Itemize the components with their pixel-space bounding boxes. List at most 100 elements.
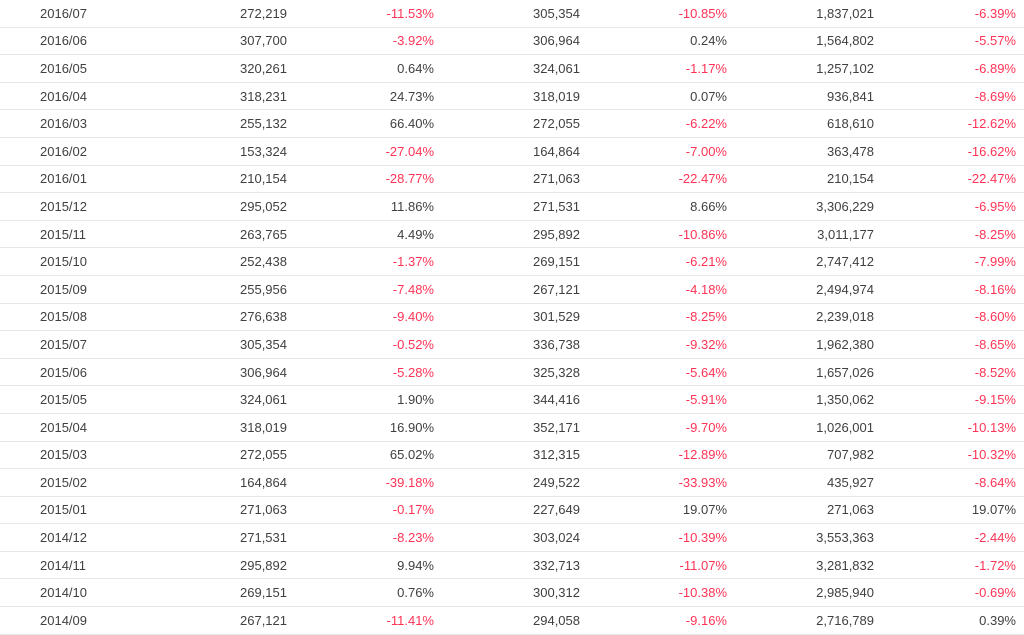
value-cell: 307,700 [148, 27, 295, 56]
value-cell: 3,281,832 [735, 551, 882, 580]
month-cell: 2015/07 [0, 330, 148, 359]
percent-cell: 8.66% [588, 192, 735, 221]
value-cell: 3,553,363 [735, 523, 882, 552]
percent-cell: -11.07% [588, 551, 735, 580]
percent-cell: -9.16% [588, 606, 735, 635]
percent-cell: -10.38% [588, 578, 735, 608]
table-row: 2016/07 272,219 -11.53% 305,354 -10.85% 1,837… [0, 0, 1024, 28]
value-cell: 318,019 [148, 413, 295, 442]
percent-cell: 0.07% [588, 82, 735, 111]
value-cell: 305,354 [442, 0, 588, 28]
table-row: 2015/08 276,638 -9.40% 301,529 -8.25% 2,239,0… [0, 303, 1024, 332]
percent-cell: -1.17% [588, 54, 735, 83]
value-cell: 1,962,380 [735, 330, 882, 359]
value-cell: 269,151 [442, 247, 588, 276]
table-row: 2015/01 271,063 -0.17% 227,649 19.07% 271,063… [0, 496, 1024, 525]
value-cell: 272,055 [442, 109, 588, 138]
month-cell: 2014/09 [0, 606, 148, 635]
value-cell: 2,747,412 [735, 247, 882, 276]
percent-cell: -0.69% [882, 578, 1024, 608]
percent-cell: -5.57% [882, 27, 1024, 56]
value-cell: 271,063 [148, 496, 295, 525]
percent-cell: -8.25% [588, 303, 735, 332]
value-cell: 271,531 [148, 523, 295, 552]
value-cell: 2,239,018 [735, 303, 882, 332]
value-cell: 164,864 [442, 137, 588, 166]
month-cell: 2016/07 [0, 0, 148, 28]
percent-cell: -6.21% [588, 247, 735, 276]
percent-cell: -8.16% [882, 275, 1024, 304]
value-cell: 312,315 [442, 441, 588, 470]
percent-cell: -5.91% [588, 385, 735, 414]
table-row: 2015/12 295,052 11.86% 271,531 8.66% 3,306,22… [0, 192, 1024, 221]
percent-cell: 19.07% [882, 496, 1024, 525]
value-cell: 300,312 [442, 578, 588, 608]
percent-cell: -9.32% [588, 330, 735, 359]
value-cell: 249,522 [442, 468, 588, 497]
month-cell: 2015/09 [0, 275, 148, 304]
table-row: 2014/11 295,892 9.94% 332,713 -11.07% 3,281,8… [0, 551, 1024, 580]
percent-cell: 1.90% [295, 385, 442, 414]
month-cell: 2015/04 [0, 413, 148, 442]
table-row: 2015/06 306,964 -5.28% 325,328 -5.64% 1,657,0… [0, 358, 1024, 387]
month-cell: 2016/06 [0, 27, 148, 56]
value-cell: 324,061 [148, 385, 295, 414]
value-cell: 318,231 [148, 82, 295, 111]
percent-cell: -6.89% [882, 54, 1024, 83]
percent-cell: -28.77% [295, 165, 442, 194]
percent-cell: -8.64% [882, 468, 1024, 497]
percent-cell: -11.53% [295, 0, 442, 28]
table-row: 2015/07 305,354 -0.52% 336,738 -9.32% 1,962,3… [0, 330, 1024, 359]
value-cell: 3,011,177 [735, 220, 882, 249]
percent-cell: -27.04% [295, 137, 442, 166]
value-cell: 435,927 [735, 468, 882, 497]
value-cell: 276,638 [148, 303, 295, 332]
value-cell: 164,864 [148, 468, 295, 497]
value-cell: 707,982 [735, 441, 882, 470]
month-cell: 2016/01 [0, 165, 148, 194]
value-cell: 252,438 [148, 247, 295, 276]
value-cell: 332,713 [442, 551, 588, 580]
percent-cell: -33.93% [588, 468, 735, 497]
table-row: 2016/04 318,231 24.73% 318,019 0.07% 936,841-… [0, 82, 1024, 111]
percent-cell: -10.13% [882, 413, 1024, 442]
table-row: 2015/10 252,438 -1.37% 269,151 -6.21% 2,747,4… [0, 247, 1024, 276]
percent-cell: -0.17% [295, 496, 442, 525]
table-row: 2015/09 255,956 -7.48% 267,121 -4.18% 2,494,9… [0, 275, 1024, 304]
value-cell: 1,564,802 [735, 27, 882, 56]
table-row: 2014/12 271,531 -8.23% 303,024 -10.39% 3,553,… [0, 523, 1024, 552]
percent-cell: -1.37% [295, 247, 442, 276]
month-cell: 2015/05 [0, 385, 148, 414]
value-cell: 305,354 [148, 330, 295, 359]
month-cell: 2015/12 [0, 192, 148, 221]
value-cell: 295,052 [148, 192, 295, 221]
value-cell: 303,024 [442, 523, 588, 552]
month-cell: 2015/02 [0, 468, 148, 497]
value-cell: 210,154 [735, 165, 882, 194]
percent-cell: -22.47% [588, 165, 735, 194]
percent-cell: -7.48% [295, 275, 442, 304]
percent-cell: -12.62% [882, 109, 1024, 138]
value-cell: 318,019 [442, 82, 588, 111]
table-row: 2015/11 263,765 4.49% 295,892 -10.86% 3,011,1… [0, 220, 1024, 249]
percent-cell: -8.25% [882, 220, 1024, 249]
percent-cell: -0.52% [295, 330, 442, 359]
value-cell: 271,531 [442, 192, 588, 221]
value-cell: 267,121 [148, 606, 295, 635]
table-row: 2016/05 320,261 0.64% 324,061 -1.17% 1,257,10… [0, 54, 1024, 83]
percent-cell: -6.22% [588, 109, 735, 138]
value-cell: 1,350,062 [735, 385, 882, 414]
month-cell: 2016/02 [0, 137, 148, 166]
table-row: 2016/03 255,132 66.40% 272,055 -6.22% 618,610… [0, 109, 1024, 138]
month-cell: 2016/04 [0, 82, 148, 111]
value-cell: 295,892 [442, 220, 588, 249]
value-cell: 320,261 [148, 54, 295, 83]
percent-cell: -8.23% [295, 523, 442, 552]
percent-cell: -10.86% [588, 220, 735, 249]
percent-cell: -8.69% [882, 82, 1024, 111]
value-cell: 336,738 [442, 330, 588, 359]
month-cell: 2014/10 [0, 578, 148, 608]
value-cell: 210,154 [148, 165, 295, 194]
